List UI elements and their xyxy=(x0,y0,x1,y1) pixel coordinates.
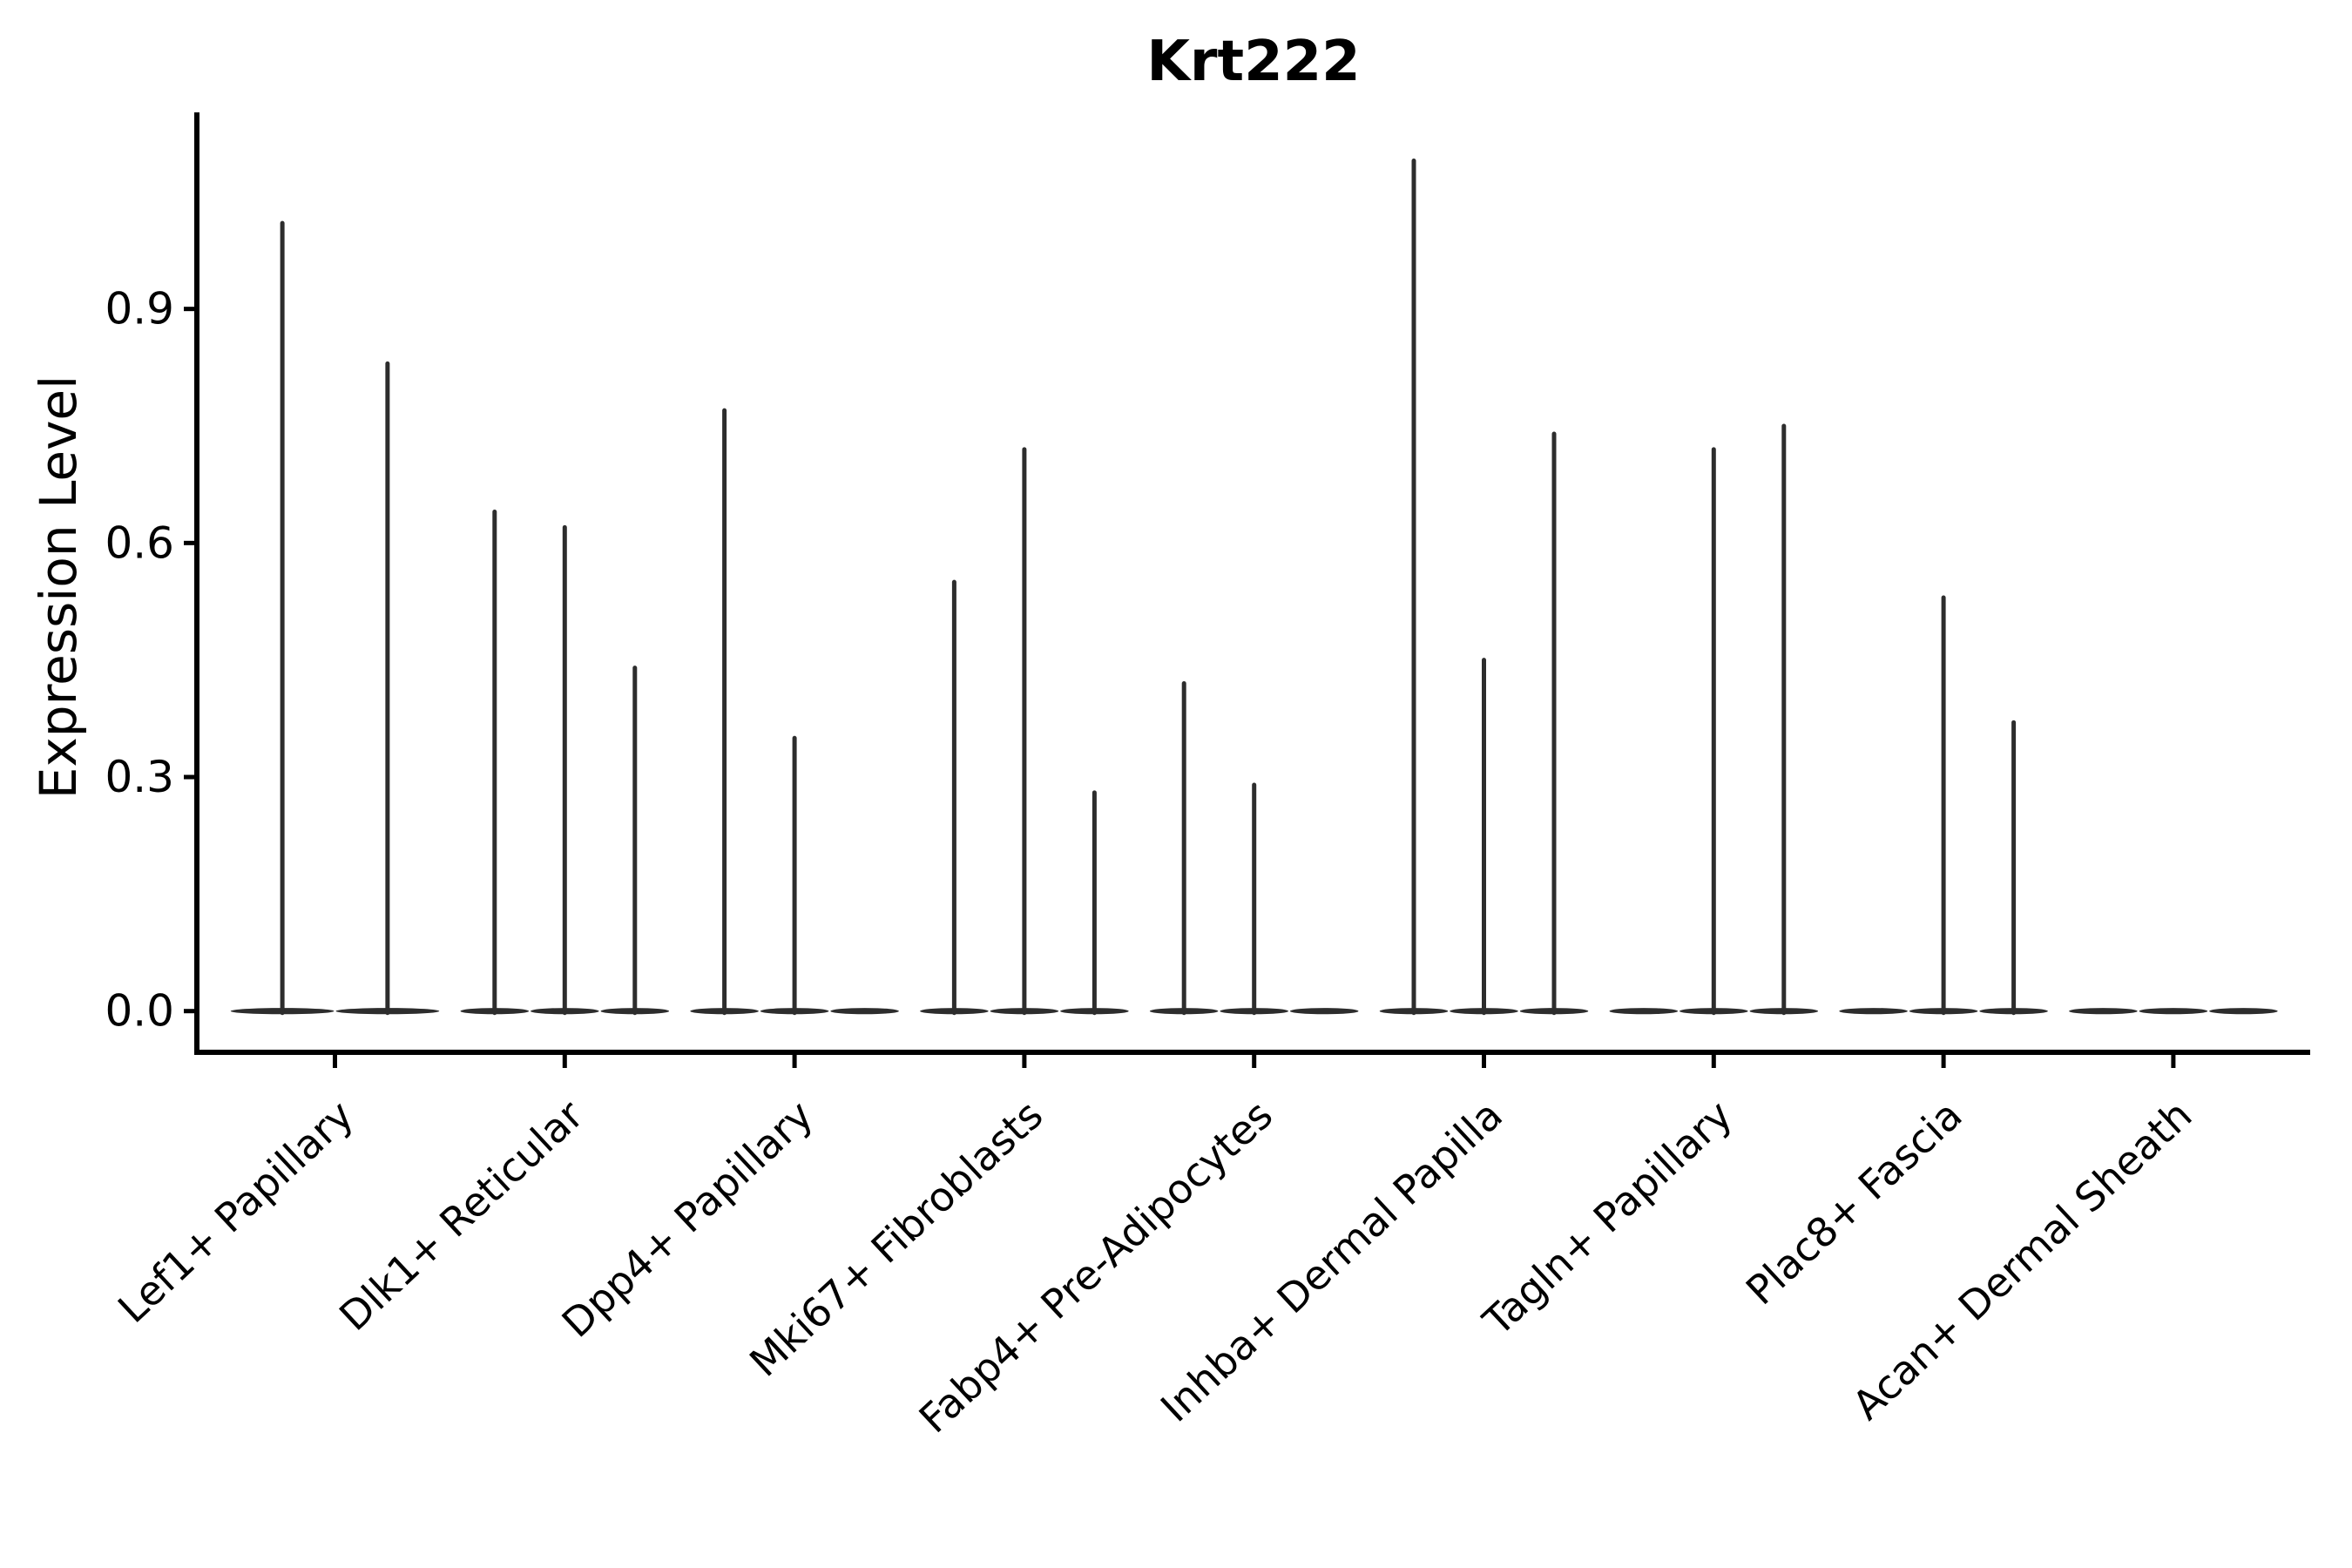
y-tick-label: 0.6 xyxy=(105,517,174,568)
violin-body xyxy=(1839,1008,1908,1015)
y-tick-label: 0.0 xyxy=(105,986,174,1037)
violin-body xyxy=(1289,1008,1359,1015)
chart-title: Krt222 xyxy=(1146,30,1361,94)
x-tick-label: Plac8+ Fascia xyxy=(1737,1092,1971,1315)
x-tick-label: Lef1+ Papillary xyxy=(109,1092,362,1332)
violin-body xyxy=(2139,1008,2208,1015)
violin-body xyxy=(830,1008,899,1015)
y-tick-label: 0.9 xyxy=(105,284,174,335)
violin-body xyxy=(2069,1008,2138,1015)
violin-body xyxy=(2209,1008,2278,1015)
x-tick-label: Tagln+ Papillary xyxy=(1474,1092,1741,1346)
x-tick-label: Dpp4+ Papillary xyxy=(553,1092,822,1347)
violin-body xyxy=(1609,1008,1679,1015)
y-tick-label: 0.3 xyxy=(105,752,174,802)
x-tick-label: Dlk1+ Reticular xyxy=(330,1092,592,1340)
